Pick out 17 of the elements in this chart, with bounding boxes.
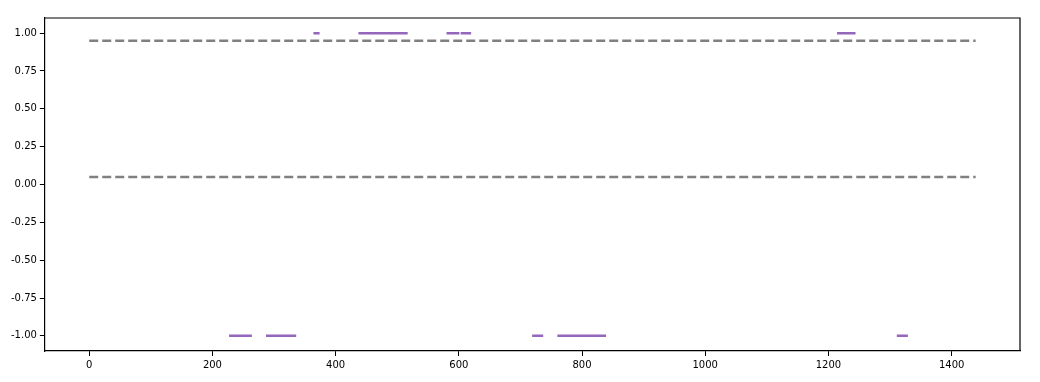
x-tick-label: 1400: [938, 358, 965, 370]
x-tick-label: 1000: [692, 358, 718, 370]
y-tick-label: 0.25: [14, 140, 37, 152]
x-tick-label: 400: [326, 358, 346, 370]
y-tick-label: 0.00: [14, 178, 37, 190]
x-tick-label: 200: [202, 358, 222, 370]
y-tick-label: -0.75: [11, 291, 37, 303]
y-tick-label: 0.75: [14, 64, 37, 76]
y-tick-label: -0.25: [11, 215, 37, 227]
y-tick-label: -0.50: [11, 253, 37, 265]
y-tick-label: 1.00: [14, 26, 37, 38]
x-tick-label: 800: [572, 358, 592, 370]
y-tick-label: -1.00: [11, 329, 37, 341]
x-tick-label: 1200: [815, 358, 842, 370]
y-tick-label: 0.50: [14, 102, 37, 114]
x-tick-label: 600: [449, 358, 469, 370]
x-tick-label: 0: [86, 358, 93, 370]
